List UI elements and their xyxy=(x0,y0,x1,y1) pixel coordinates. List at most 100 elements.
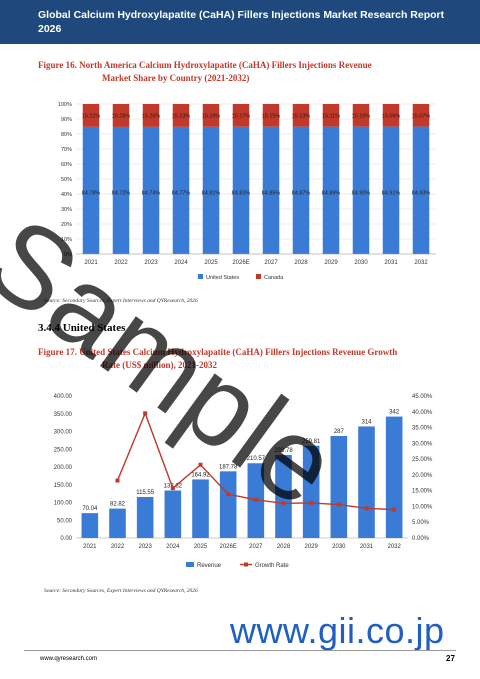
bar-revenue xyxy=(164,490,182,538)
data-label: 84.72% xyxy=(112,190,131,196)
data-label: 15.10% xyxy=(352,113,371,119)
x-tick-label: 2026E xyxy=(219,544,236,550)
data-label: 84.78% xyxy=(82,190,101,196)
bar-united-states xyxy=(292,126,310,254)
x-tick-label: 2021 xyxy=(84,260,98,266)
data-label: 15.23% xyxy=(172,113,191,119)
data-label: 233.78 xyxy=(274,448,293,454)
figure17-caption-line1: Figure 17. United States Calcium Hydroxy… xyxy=(38,347,398,357)
x-tick-label: 2021 xyxy=(83,544,97,550)
bar-canada xyxy=(172,104,190,127)
x-tick-label: 2023 xyxy=(138,544,152,550)
figure17-caption-line2: Rate (US$ million), 2021-2032 xyxy=(102,360,217,370)
data-label: 84.74% xyxy=(142,190,161,196)
bar-united-states xyxy=(82,126,100,254)
x-tick-label: 2024 xyxy=(166,544,180,550)
data-label: 84.89% xyxy=(322,190,341,196)
data-label: 15.13% xyxy=(292,113,311,119)
x-tick-label: 2022 xyxy=(114,260,128,266)
data-label: 70.04 xyxy=(82,506,98,512)
x-tick-label: 2030 xyxy=(332,544,346,550)
data-label: 287 xyxy=(334,429,345,435)
y-left-tick-label: 100.00 xyxy=(54,501,73,507)
data-label: 187.78 xyxy=(219,464,238,470)
bar-united-states xyxy=(232,126,250,254)
bar-revenue xyxy=(109,508,126,538)
data-label: 314 xyxy=(361,419,372,425)
bar-revenue xyxy=(192,479,209,538)
data-label: 15.15% xyxy=(262,113,281,119)
bar-canada xyxy=(292,104,310,127)
bar-revenue xyxy=(358,426,375,538)
legend-swatch-united-states xyxy=(198,274,203,279)
y-right-tick-label: 25.00% xyxy=(412,457,433,463)
y-left-tick-label: 50.00 xyxy=(57,518,73,524)
x-tick-label: 2023 xyxy=(144,260,158,266)
data-label: 84.85% xyxy=(262,190,281,196)
y-left-tick-label: 250.00 xyxy=(54,447,73,453)
bar-canada xyxy=(142,104,160,127)
data-label: 115.55 xyxy=(136,490,155,496)
bar-united-states xyxy=(112,126,130,254)
gii-watermark: www.gii.co.jp xyxy=(230,610,445,651)
growth-rate-point xyxy=(226,492,231,497)
y-right-tick-label: 15.00% xyxy=(412,489,433,495)
x-tick-label: 2028 xyxy=(277,544,291,550)
y-right-tick-label: 0.00% xyxy=(412,536,430,542)
data-label: 82.82 xyxy=(110,502,126,508)
growth-rate-point xyxy=(392,507,397,512)
data-label: 84.83% xyxy=(232,190,251,196)
data-label: 84.81% xyxy=(202,190,221,196)
y-tick-label: 70% xyxy=(61,147,72,153)
data-label: 84.91% xyxy=(382,190,401,196)
y-tick-label: 10% xyxy=(61,237,72,243)
y-right-tick-label: 45.00% xyxy=(412,394,433,400)
legend-label-growth-rate: Growth Rate xyxy=(255,563,289,569)
y-tick-label: 0% xyxy=(64,252,72,258)
x-tick-label: 2022 xyxy=(111,544,125,550)
footer-divider xyxy=(24,650,456,651)
x-tick-label: 2025 xyxy=(194,544,208,550)
growth-rate-point xyxy=(143,411,148,416)
bar-united-states xyxy=(262,126,280,254)
y-left-tick-label: 150.00 xyxy=(54,483,73,489)
y-right-tick-label: 5.00% xyxy=(412,520,430,526)
y-right-tick-label: 40.00% xyxy=(412,410,433,416)
y-right-tick-label: 30.00% xyxy=(412,441,433,447)
data-label: 15.28% xyxy=(112,113,131,119)
footer-url: www.qyresearch.com xyxy=(40,656,98,662)
growth-rate-point xyxy=(309,500,314,505)
y-left-tick-label: 350.00 xyxy=(54,412,73,418)
x-tick-label: 2029 xyxy=(324,260,338,266)
report-header: Global Calcium Hydroxylapatite (CaHA) Fi… xyxy=(0,0,480,44)
growth-rate-point xyxy=(281,501,286,506)
bar-canada xyxy=(262,104,280,127)
bar-united-states xyxy=(382,126,400,254)
x-tick-label: 2032 xyxy=(414,260,428,266)
data-label: 259.81 xyxy=(302,439,321,445)
data-label: 15.17% xyxy=(232,113,251,119)
figure16-caption-line2: Market Share by Country (2021-2032) xyxy=(102,73,250,83)
data-label: 15.26% xyxy=(142,113,161,119)
bar-canada xyxy=(382,104,400,127)
y-right-tick-label: 35.00% xyxy=(412,426,433,432)
data-label: 15.11% xyxy=(322,113,340,119)
y-right-tick-label: 20.00% xyxy=(412,473,433,479)
bar-revenue xyxy=(136,496,154,538)
x-tick-label: 2027 xyxy=(264,260,278,266)
data-label: 84.90% xyxy=(352,190,371,196)
bar-revenue xyxy=(219,471,237,538)
bar-canada xyxy=(412,104,430,127)
growth-rate-point xyxy=(198,462,203,467)
data-label: 210.57 xyxy=(247,456,266,462)
y-tick-label: 60% xyxy=(61,162,72,168)
x-tick-label: 2027 xyxy=(249,544,263,550)
revenue-growth-chart: 0.00 50.00 100.00 150.00 200.00 250.00 300.00 3… xyxy=(54,394,433,569)
y-tick-label: 50% xyxy=(61,177,72,183)
data-label: 15.09% xyxy=(382,113,401,119)
bar-revenue xyxy=(385,416,403,538)
bar-united-states xyxy=(322,126,340,254)
data-label: 15.19% xyxy=(202,113,221,119)
legend-swatch-canada xyxy=(256,274,261,279)
y-tick-label: 20% xyxy=(61,222,72,228)
